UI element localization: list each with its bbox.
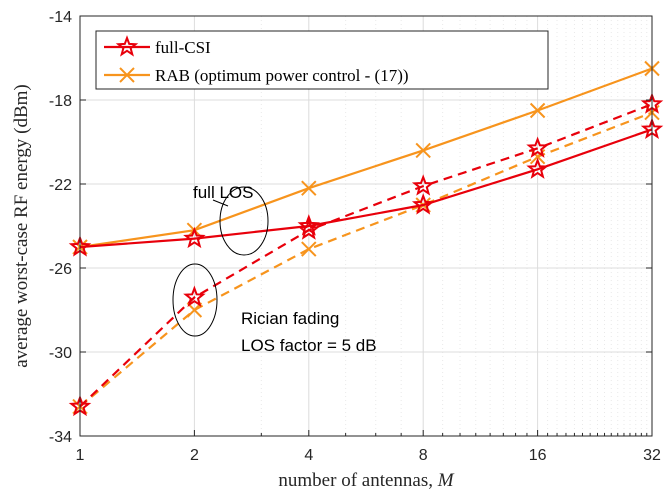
- star-marker: [183, 226, 206, 249]
- x-tick-label: 2: [190, 447, 199, 464]
- x-tick-label: 4: [304, 447, 313, 464]
- full-los-annotation: full LOS: [193, 183, 253, 202]
- star-marker: [115, 35, 139, 57]
- star-marker: [297, 214, 321, 236]
- y-tick-label: -26: [49, 261, 72, 278]
- star-marker: [411, 174, 435, 196]
- full-los-ellipse: [219, 186, 269, 256]
- x-tick-label: 16: [529, 447, 547, 464]
- series-line: [79, 111, 653, 408]
- legend-item: RAB (optimum power control - (17)): [104, 66, 409, 85]
- x-marker: [301, 180, 317, 196]
- series-line: [79, 103, 653, 408]
- x-marker: [415, 142, 431, 159]
- star-marker: [411, 193, 435, 215]
- x-axis-label-symbol: M: [437, 470, 455, 491]
- legend-item: full-CSI: [104, 35, 211, 57]
- y-axis-label: average worst-case RF energy (dBm): [11, 84, 32, 368]
- rician-annotation-line2: LOS factor = 5 dB: [241, 336, 377, 355]
- star-marker: [526, 136, 549, 158]
- star-marker: [183, 285, 206, 307]
- y-tick-label: -22: [49, 177, 72, 194]
- y-tick-label: -30: [49, 345, 72, 362]
- x-marker: [119, 67, 135, 83]
- x-marker: [301, 241, 317, 257]
- series-line: [79, 128, 653, 249]
- x-marker: [529, 102, 546, 119]
- x-tick-label: 8: [419, 447, 428, 464]
- legend-label: full-CSI: [155, 38, 211, 57]
- y-tick-label: -34: [49, 429, 72, 446]
- legend-box: [95, 30, 549, 90]
- rician-annotation-line1: Rician fading: [241, 309, 339, 328]
- x-tick-label: 32: [643, 447, 661, 464]
- legend-label: RAB (optimum power control - (17)): [155, 66, 409, 85]
- legend: full-CSI RAB (optimum power control - (17…: [95, 30, 549, 90]
- rician-ellipse: [172, 263, 218, 337]
- full-los-leader: [212, 199, 229, 207]
- y-tick-label: -18: [49, 93, 72, 110]
- series-line: [79, 67, 653, 249]
- star-marker: [526, 157, 549, 179]
- plot-frame: [79, 15, 653, 437]
- y-tick-label: -14: [49, 9, 72, 26]
- x-axis-label: number of antennas, M: [278, 470, 454, 491]
- axis-ticks: 1 2 4 8 16 32 -34 -30 -26 -22 -18 -14: [49, 9, 661, 464]
- x-tick-label: 1: [76, 447, 85, 464]
